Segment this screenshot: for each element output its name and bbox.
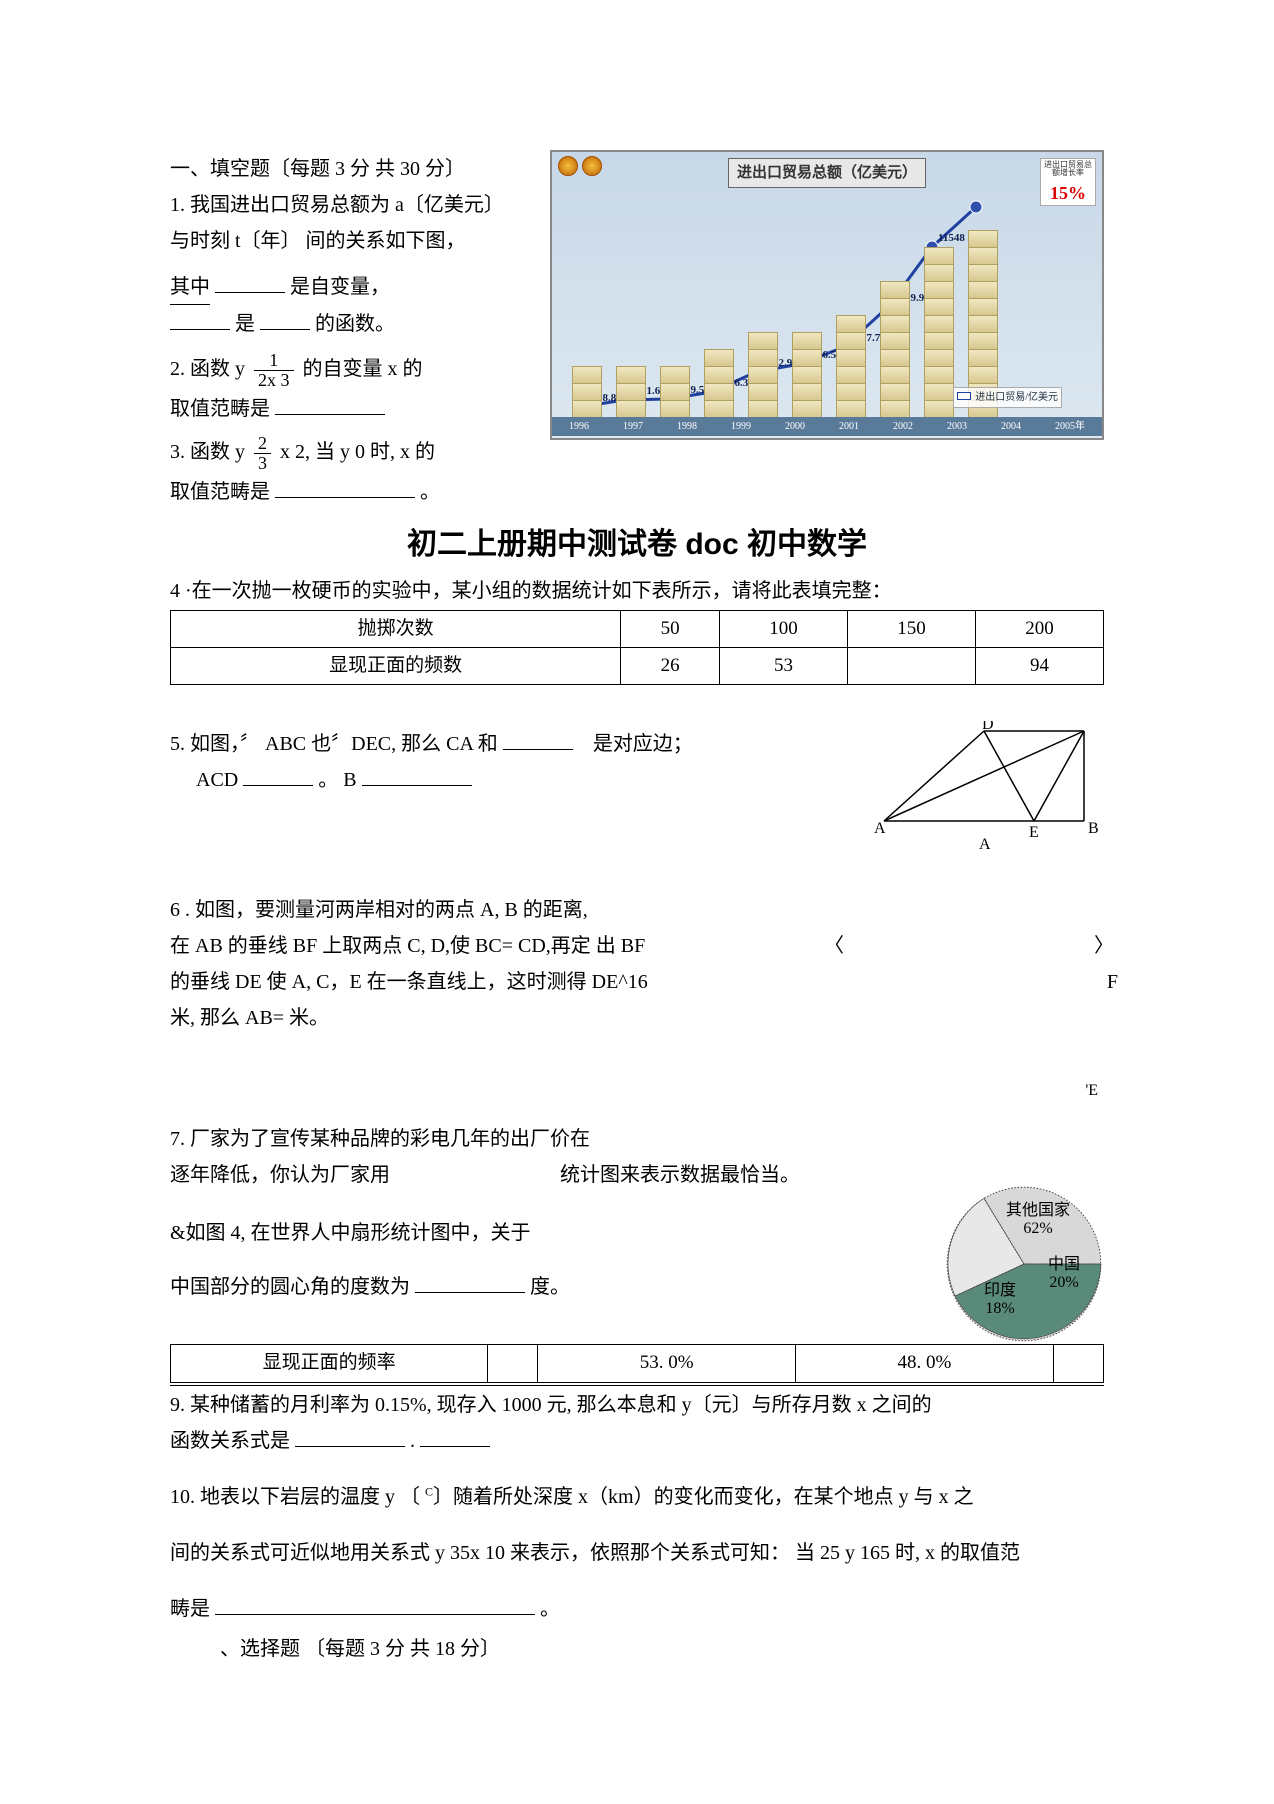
q5-l1a: 5. 如图，〞 ABC 也〞DEC, 那么 CA 和 xyxy=(170,733,498,755)
q9-text2: 函数关系式是 xyxy=(170,1430,290,1452)
q5-E: E xyxy=(1029,824,1039,841)
q2-line2: 取值范畴是 xyxy=(170,392,550,426)
q6-l2-text: 在 AB 的垂线 BF 上取两点 C, D,使 BC= CD,再定 出 BF xyxy=(170,935,645,957)
q5-l1b: 是对应边； xyxy=(593,733,693,755)
q7-l1: 7. 厂家为了宣传某种品牌的彩电几年的出厂价在 xyxy=(170,1122,1104,1156)
q1-l4a: 是 xyxy=(235,313,255,335)
freq-table: 显现正面的频率53. 0%48. 0% xyxy=(170,1344,1104,1382)
q1-l3b: 是自变量， xyxy=(290,276,390,298)
q4-table: 抛掷次数50100150200 显现正面的频数265394 xyxy=(170,610,1104,686)
q3-end: 。 xyxy=(420,481,440,503)
q9-blank2 xyxy=(420,1425,490,1447)
q3-frac: 2 3 xyxy=(254,434,271,473)
chart-xaxis: 1996199719981999200020012002200320042005… xyxy=(552,417,1102,436)
q1-line1: 1. 我国进出口贸易总额为 a〔亿美元〕 xyxy=(170,188,550,222)
q8-blank xyxy=(415,1271,525,1293)
q5-A: A xyxy=(874,820,886,837)
q2-c: 取值范畴是 xyxy=(170,398,270,420)
q6-l3-text: 的垂线 DE 使 A, C，E 在一条直线上，这时测得 DE^16 xyxy=(170,971,648,993)
q6-l1: 6 . 如图，要测量河两岸相对的两点 A, B 的距离, xyxy=(170,893,1104,927)
q3-frac-n: 2 xyxy=(254,434,271,454)
q2-a: 2. 函数 y xyxy=(170,358,245,380)
q10-l3a: 畴是 xyxy=(170,1598,210,1620)
q10-l3: 畴是 。 xyxy=(170,1592,1104,1626)
q6-paren-r: 〉 xyxy=(1094,929,1114,963)
chart-badge: 进出口贸易总额增长率 15% xyxy=(1040,158,1096,206)
q3: 3. 函数 y 2 3 x 2, 当 y 0 时, x 的 xyxy=(170,434,550,473)
q5-D: D xyxy=(982,721,994,733)
q5-l2b: 。 B xyxy=(318,769,356,791)
q6-f-label: F xyxy=(1107,965,1118,999)
q5-blank3 xyxy=(362,764,472,786)
q5-l2a: ACD xyxy=(196,769,238,791)
trade-chart: 进出口贸易总额（亿美元） 进出口贸易总额增长率 15% 2898.83251.6… xyxy=(550,150,1104,440)
q1-line2: 与时刻 t〔年〕 间的关系如下图， xyxy=(170,224,550,258)
q1-blank2 xyxy=(170,308,230,330)
q10-l2: 间的关系式可近似地用关系式 y 35x 10 来表示，依照那个关系式可知： 当 … xyxy=(170,1536,1104,1570)
q1-blank3 xyxy=(260,308,310,330)
svg-text:11548: 11548 xyxy=(938,232,965,244)
section1-header: 一、填空题〔每题 3 分 共 30 分〕 xyxy=(170,152,550,186)
q5-A2: A xyxy=(979,836,991,851)
q2: 2. 函数 y 1 2x 3 的自变量 x 的 xyxy=(170,351,550,390)
badge-label: 进出口贸易总额增长率 xyxy=(1041,161,1095,178)
q6-e-label: 'E xyxy=(170,1077,1104,1104)
q3-mid: x 2, 当 y 0 时, x 的 xyxy=(280,441,435,463)
q10-blank xyxy=(215,1593,535,1615)
q5-figure: D A E B A xyxy=(874,721,1104,851)
q3-a: 3. 函数 y xyxy=(170,441,245,463)
q2-b: 的自变量 x 的 xyxy=(303,358,423,380)
q2-frac: 1 2x 3 xyxy=(254,351,294,390)
q9-dot: . xyxy=(410,1430,415,1452)
q10-l1: 10. 地表以下岩层的温度 y 〔 C〕随着所处深度 x（km）的变化而变化，在… xyxy=(170,1480,1104,1514)
q1-blank1 xyxy=(215,271,285,293)
q2-frac-d: 2x 3 xyxy=(254,371,294,390)
main-title: 初二上册期中测试卷 doc 初中数学 xyxy=(170,519,1104,570)
q3-line2: 取值范畴是 。 xyxy=(170,475,550,509)
q1-l3a: 其中 xyxy=(170,270,210,305)
pie-other: 其他国家62% xyxy=(1006,1202,1070,1237)
q1-line3: 其中 是自变量， xyxy=(170,270,550,305)
q5-blank2 xyxy=(243,764,313,786)
q1-l4b: 的函数。 xyxy=(315,313,395,335)
q6-l4: 米, 那么 AB= 米。 xyxy=(170,1001,1104,1035)
q8-l2a: 中国部分的圆心角的度数为 xyxy=(170,1276,410,1298)
chart-legend: 进出口贸易/亿美元 xyxy=(953,387,1062,408)
q1-line4: 是 的函数。 xyxy=(170,307,550,341)
q6-paren-l: 〈 xyxy=(824,929,844,963)
q2-blank xyxy=(275,393,385,415)
q6-l2: 在 AB 的垂线 BF 上取两点 C, D,使 BC= CD,再定 出 BF 〉… xyxy=(170,929,1104,963)
q3-blank xyxy=(275,476,415,498)
q8-l2b: 度。 xyxy=(530,1276,570,1298)
q9-l1: 9. 某种储蓄的月利率为 0.15%, 现存入 1000 元, 那么本息和 y〔… xyxy=(170,1385,1104,1422)
section2-header: 、选择题 〔每题 3 分 共 18 分〕 xyxy=(170,1632,1104,1666)
q9-blank1 xyxy=(295,1425,405,1447)
q3-c: 取值范畴是 xyxy=(170,481,270,503)
q7-l2a: 逐年降低，你认为厂家用 xyxy=(170,1164,390,1186)
q6-l3: 的垂线 DE 使 A, C，E 在一条直线上，这时测得 DE^16 F xyxy=(170,965,1104,999)
q3-frac-d: 3 xyxy=(254,454,271,473)
q10-sup: C xyxy=(425,1484,433,1498)
q7-l2b: 统计图来表示数据最恰当。 xyxy=(560,1164,800,1186)
q10-l1b: 〕随着所处深度 x（km）的变化而变化，在某个地点 y 与 x 之 xyxy=(433,1486,974,1508)
q5-B: B xyxy=(1088,820,1099,837)
q8-pie: 其他国家62% 中国20% 印度18% xyxy=(944,1184,1104,1344)
q4-intro: 4 ·在一次抛一枚硬币的实验中，某小组的数据统计如下表所示，请将此表填完整： xyxy=(170,574,1104,608)
q10-l3b: 。 xyxy=(540,1598,560,1620)
legend-text: 进出口贸易/亿美元 xyxy=(975,392,1058,403)
q9-l2: 函数关系式是 . xyxy=(170,1424,1104,1458)
badge-pct: 15% xyxy=(1041,178,1095,209)
pie-india: 印度18% xyxy=(984,1282,1016,1317)
q10-l1a: 10. 地表以下岩层的温度 y 〔 xyxy=(170,1486,425,1508)
q5-blank1 xyxy=(503,728,573,750)
q2-frac-n: 1 xyxy=(254,351,294,371)
pie-china: 中国20% xyxy=(1048,1256,1080,1291)
